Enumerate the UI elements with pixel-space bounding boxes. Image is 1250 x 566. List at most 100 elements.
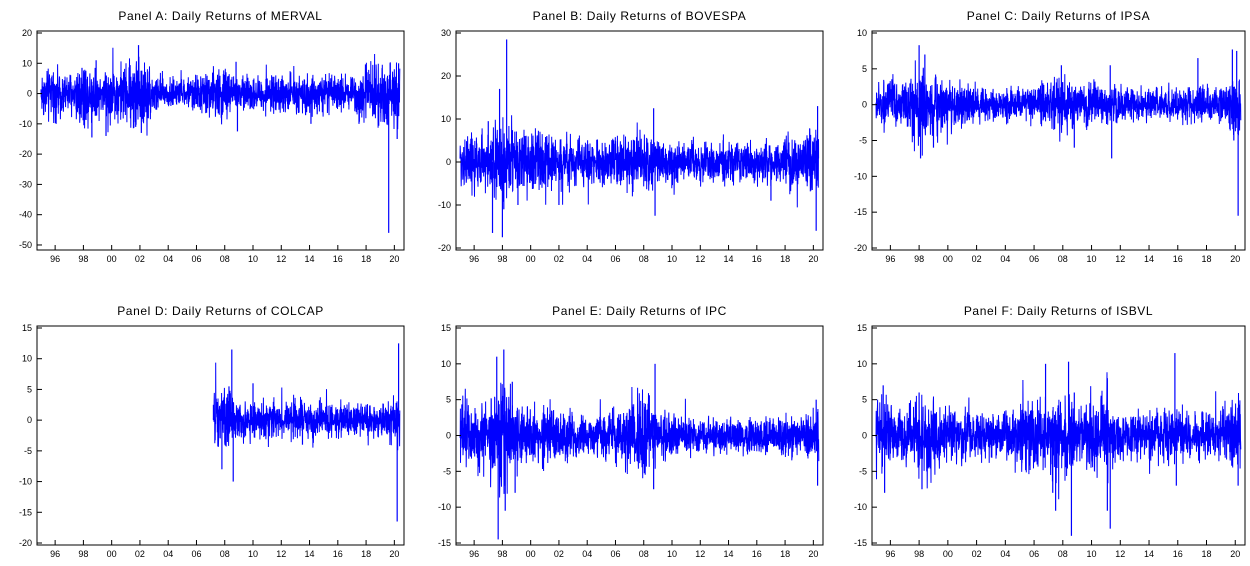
x-tick-label: 18 bbox=[361, 254, 371, 264]
panel-title: Panel F: Daily Returns of ISBVL bbox=[964, 304, 1153, 318]
x-tick-label: 00 bbox=[943, 254, 953, 264]
x-tick-label: 20 bbox=[808, 254, 818, 264]
x-tick-label: 14 bbox=[1144, 254, 1154, 264]
y-tick-label: 0 bbox=[862, 431, 867, 441]
x-tick-label: 02 bbox=[972, 254, 982, 264]
x-tick-label: 14 bbox=[305, 549, 315, 559]
y-tick-label: 15 bbox=[441, 323, 451, 333]
y-tick-label: 10 bbox=[441, 114, 451, 124]
x-tick-label: 16 bbox=[752, 254, 762, 264]
returns-series-line bbox=[875, 60, 1242, 156]
panel-title: Panel E: Daily Returns of IPC bbox=[552, 304, 727, 318]
x-tick-label: 08 bbox=[1058, 254, 1068, 264]
x-tick-label: 12 bbox=[695, 549, 705, 559]
x-tick-label: 04 bbox=[582, 549, 592, 559]
x-tick-label: 18 bbox=[1202, 549, 1212, 559]
y-tick-label: 0 bbox=[446, 431, 451, 441]
x-tick-label: 98 bbox=[78, 254, 88, 264]
returns-series-line bbox=[459, 115, 820, 208]
x-tick-label: 00 bbox=[526, 549, 536, 559]
y-tick-label: 20 bbox=[22, 28, 32, 38]
x-tick-label: 02 bbox=[972, 549, 982, 559]
x-tick-label: 12 bbox=[276, 549, 286, 559]
x-tick-label: 96 bbox=[50, 549, 60, 559]
y-tick-label: 5 bbox=[862, 395, 867, 405]
y-tick-label: -30 bbox=[19, 179, 32, 189]
x-tick-label: 18 bbox=[1202, 254, 1212, 264]
y-tick-label: 0 bbox=[862, 100, 867, 110]
y-tick-label: -10 bbox=[19, 477, 32, 487]
x-tick-label: 00 bbox=[943, 549, 953, 559]
x-tick-label: 02 bbox=[135, 254, 145, 264]
x-tick-label: 04 bbox=[163, 549, 173, 559]
x-tick-label: 10 bbox=[1087, 254, 1097, 264]
x-tick-label: 98 bbox=[497, 549, 507, 559]
y-tick-label: -15 bbox=[854, 538, 867, 548]
panel-title: Panel B: Daily Returns of BOVESPA bbox=[533, 9, 747, 23]
y-tick-label: -5 bbox=[859, 136, 867, 146]
x-tick-label: 08 bbox=[639, 549, 649, 559]
x-tick-label: 02 bbox=[135, 549, 145, 559]
returns-series-line bbox=[212, 362, 401, 451]
y-tick-label: -20 bbox=[19, 149, 32, 159]
panel-d: Panel D: Daily Returns of COLCAP 15 10 5 0 -5… bbox=[19, 304, 405, 559]
x-tick-label: 00 bbox=[107, 549, 117, 559]
panel-title: Panel A: Daily Returns of MERVAL bbox=[118, 9, 322, 23]
x-tick-label: 20 bbox=[1230, 254, 1240, 264]
x-tick-label: 10 bbox=[667, 254, 677, 264]
y-tick-label: 15 bbox=[857, 323, 867, 333]
x-tick-label: 14 bbox=[305, 254, 315, 264]
y-tick-label: -5 bbox=[859, 466, 867, 476]
x-tick-label: 20 bbox=[389, 254, 399, 264]
x-tick-label: 04 bbox=[1000, 254, 1010, 264]
x-tick-label: 96 bbox=[885, 549, 895, 559]
y-tick-label: 10 bbox=[441, 359, 451, 369]
x-tick-label: 08 bbox=[220, 254, 230, 264]
x-tick-label: 96 bbox=[50, 254, 60, 264]
panel-a: Panel A: Daily Returns of MERVAL 20 10 0 -10… bbox=[19, 9, 405, 264]
y-tick-label: -20 bbox=[854, 243, 867, 253]
y-tick-label: -10 bbox=[854, 502, 867, 512]
x-tick-label: 96 bbox=[469, 254, 479, 264]
x-tick-label: 04 bbox=[582, 254, 592, 264]
y-tick-label: 10 bbox=[22, 354, 32, 364]
y-tick-label: -5 bbox=[443, 466, 451, 476]
returns-series-line bbox=[875, 372, 1242, 500]
y-tick-label: -40 bbox=[19, 210, 32, 220]
x-tick-label: 06 bbox=[1029, 549, 1039, 559]
panel-title: Panel C: Daily Returns of IPSA bbox=[967, 9, 1150, 23]
x-tick-label: 10 bbox=[667, 549, 677, 559]
x-tick-label: 20 bbox=[1230, 549, 1240, 559]
x-tick-label: 08 bbox=[220, 549, 230, 559]
x-tick-label: 08 bbox=[1058, 549, 1068, 559]
panel-e: Panel E: Daily Returns of IPC 15 10 5 0 -5 -10… bbox=[438, 304, 824, 559]
x-tick-label: 14 bbox=[724, 254, 734, 264]
x-tick-label: 06 bbox=[610, 254, 620, 264]
x-tick-label: 10 bbox=[248, 549, 258, 559]
y-tick-label: 5 bbox=[446, 395, 451, 405]
panel-title: Panel D: Daily Returns of COLCAP bbox=[117, 304, 324, 318]
y-tick-label: 5 bbox=[862, 64, 867, 74]
x-tick-label: 10 bbox=[248, 254, 258, 264]
y-tick-label: -15 bbox=[854, 207, 867, 217]
x-tick-label: 16 bbox=[333, 254, 343, 264]
x-tick-label: 14 bbox=[724, 549, 734, 559]
x-tick-label: 06 bbox=[191, 254, 201, 264]
x-tick-label: 02 bbox=[554, 254, 564, 264]
y-tick-label: 0 bbox=[446, 157, 451, 167]
y-tick-label: 10 bbox=[22, 58, 32, 68]
panel-b: Panel B: Daily Returns of BOVESPA 30 20 10 0… bbox=[438, 9, 824, 264]
x-tick-label: 12 bbox=[276, 254, 286, 264]
x-tick-label: 98 bbox=[914, 549, 924, 559]
panel-f: Panel F: Daily Returns of ISBVL 15 10 5 0 -5 -… bbox=[854, 304, 1246, 559]
x-tick-label: 18 bbox=[780, 254, 790, 264]
panel-c: Panel C: Daily Returns of IPSA 10 5 0 -5 -10 -… bbox=[854, 9, 1246, 264]
y-tick-label: 10 bbox=[857, 359, 867, 369]
x-tick-label: 18 bbox=[361, 549, 371, 559]
x-tick-label: 20 bbox=[808, 549, 818, 559]
y-tick-label: -50 bbox=[19, 240, 32, 250]
x-tick-label: 96 bbox=[885, 254, 895, 264]
y-tick-label: 20 bbox=[441, 71, 451, 81]
x-tick-label: 12 bbox=[695, 254, 705, 264]
y-tick-label: -20 bbox=[438, 243, 451, 253]
